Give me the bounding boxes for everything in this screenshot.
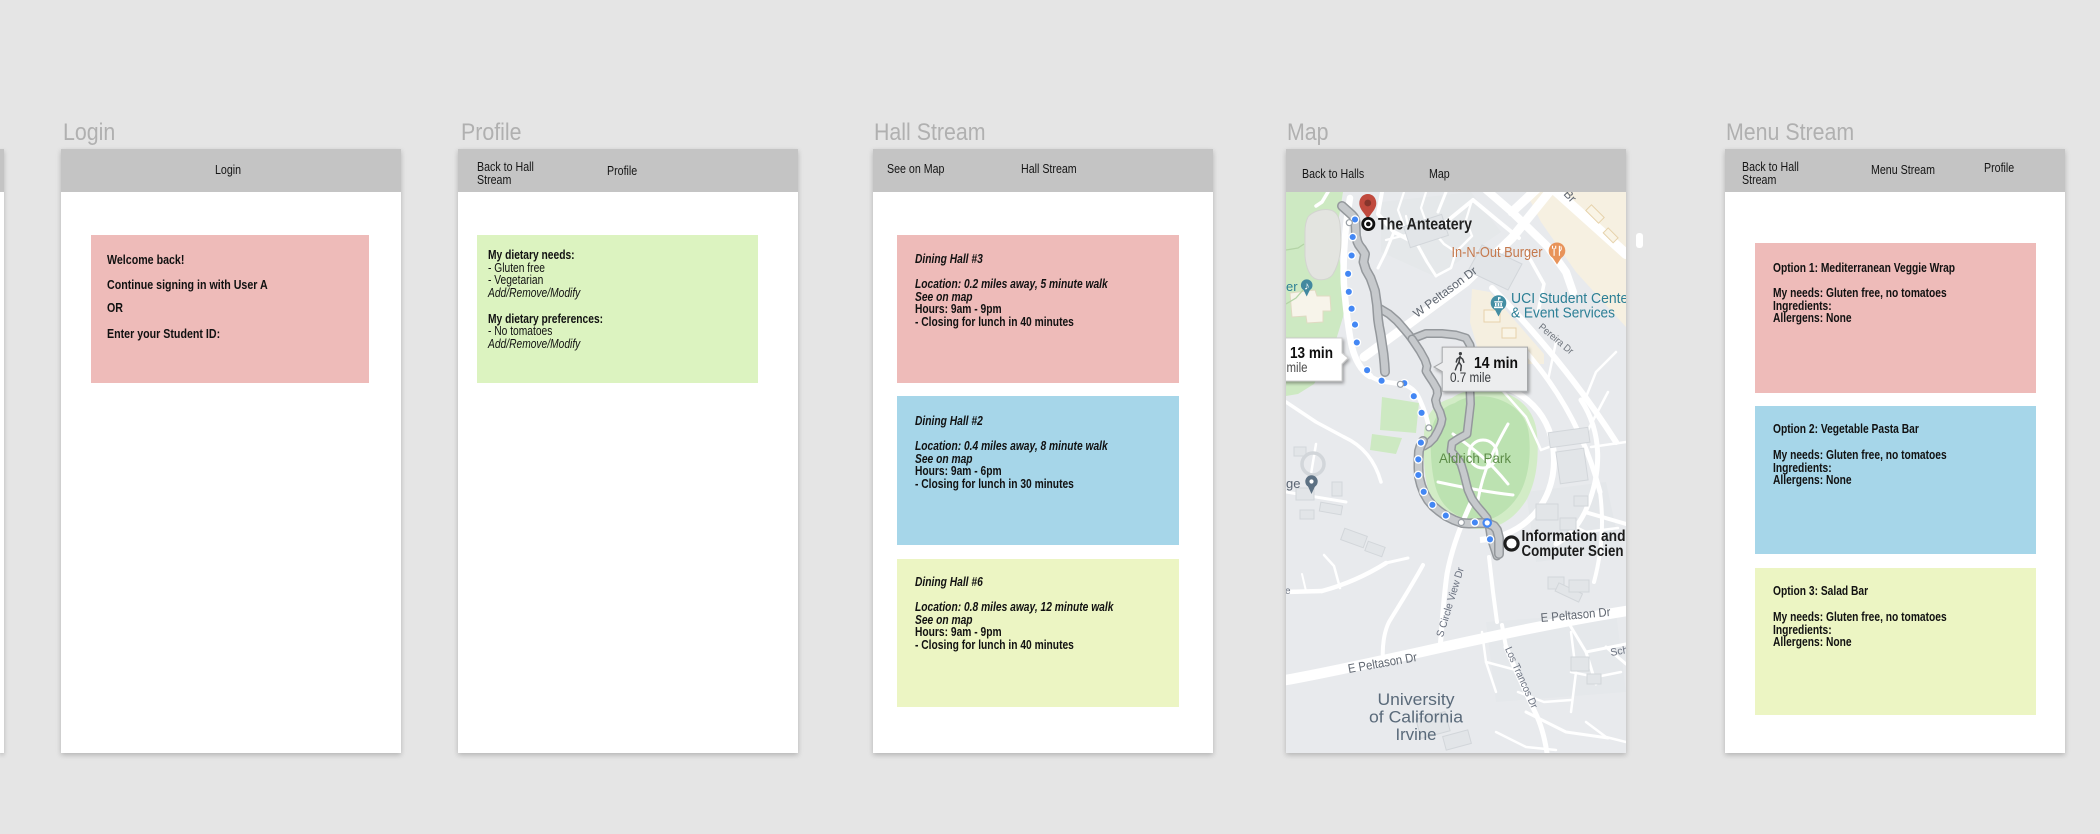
svg-text:In-N-Out Burger: In-N-Out Burger (1452, 245, 1543, 261)
svg-text:of California: of California (1369, 709, 1464, 727)
svg-text:Information and: Information and (1522, 528, 1626, 545)
svg-text:ge: ge (1286, 476, 1300, 491)
svg-text:Computer Scien: Computer Scien (1522, 543, 1624, 560)
svg-text:Aldrich Park: Aldrich Park (1439, 450, 1512, 466)
svg-text:e: e (1286, 586, 1291, 597)
svg-text:UCI Student Center: UCI Student Center (1511, 291, 1626, 307)
svg-text:0.7 mile: 0.7 mile (1450, 370, 1491, 385)
svg-text:& Event Services: & Event Services (1511, 306, 1615, 322)
svg-text:er: er (1286, 279, 1298, 294)
svg-text:University: University (1378, 691, 1456, 709)
svg-text:mile: mile (1287, 360, 1308, 375)
svg-text:E Peltason Dr: E Peltason Dr (1540, 605, 1611, 625)
svg-text:Sch: Sch (1609, 644, 1626, 659)
svg-text:Irvine: Irvine (1396, 726, 1437, 744)
svg-text:14 min: 14 min (1474, 355, 1518, 372)
svg-text:13 min: 13 min (1290, 345, 1333, 362)
svg-text:The Anteatery: The Anteatery (1378, 216, 1473, 234)
svg-text:♪: ♪ (1304, 281, 1310, 293)
